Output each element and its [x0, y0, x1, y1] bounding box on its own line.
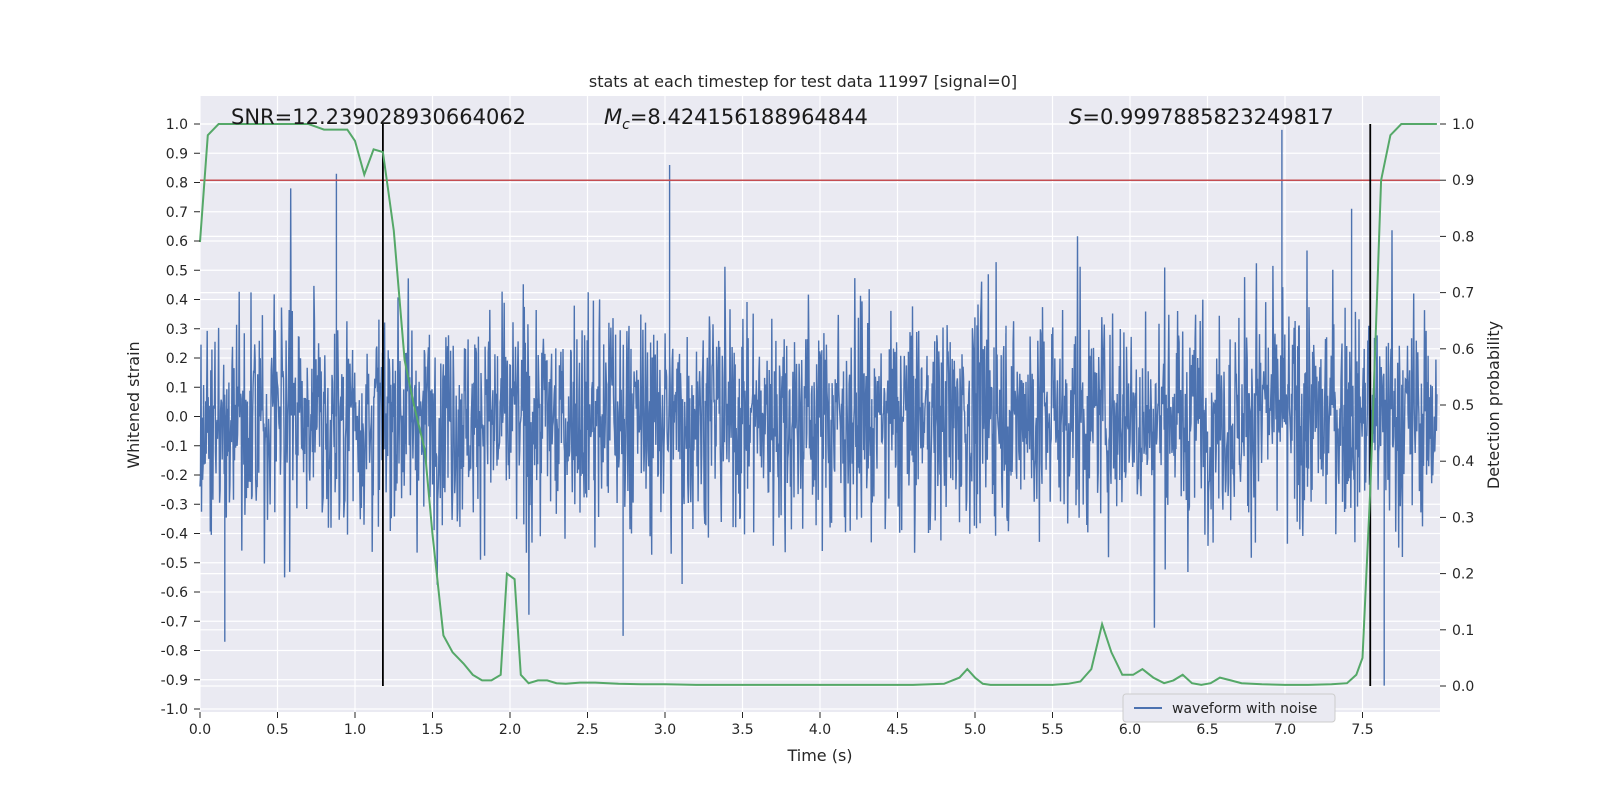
snr-annotation: SNR=12.239028930664062 [231, 105, 526, 129]
x-tick-label: 5.5 [1041, 722, 1063, 738]
y-tick-label: 0.1 [166, 380, 188, 396]
y-tick-label: -0.9 [161, 673, 188, 689]
x-tick-label: 3.0 [654, 722, 676, 738]
y2-tick-label: 0.8 [1452, 229, 1474, 245]
chirp-mass-annotation: Mc=8.424156188964844 [604, 105, 868, 133]
x-tick-label: 3.5 [731, 722, 753, 738]
y2-tick-label: 0.4 [1452, 454, 1474, 470]
y-tick-label: 0.5 [166, 263, 188, 279]
waveform-series [199, 129, 1438, 686]
legend-label: waveform with noise [1172, 701, 1317, 717]
y2-tick-label: 0.0 [1452, 679, 1474, 695]
y2-tick-label: 0.1 [1452, 623, 1474, 639]
y2-tick-label: 0.6 [1452, 342, 1474, 358]
x-tick-label: 7.0 [1274, 722, 1296, 738]
y-tick-label: -0.4 [161, 527, 188, 543]
y-tick-label: -0.1 [161, 439, 188, 455]
x-tick-label: 1.5 [421, 722, 443, 738]
y-tick-label: -0.3 [161, 497, 188, 513]
y-axis-label: Whitened strain [124, 341, 143, 468]
x-tick-label: 7.5 [1351, 722, 1373, 738]
chirp-mass-symbol: M [604, 105, 622, 129]
y2-tick-label: 0.3 [1452, 510, 1474, 526]
x-tick-label: 0.5 [266, 722, 288, 738]
legend-box [1122, 693, 1336, 723]
y-tick-label: -1.0 [161, 702, 188, 718]
x-tick-label: 4.0 [809, 722, 831, 738]
y-tick-label: -0.7 [161, 614, 188, 630]
y-tick-label: 0.7 [166, 205, 188, 221]
y2-axis-label: Detection probability [1484, 321, 1503, 489]
y-tick-label: 0.3 [166, 322, 188, 338]
y-tick-label: -0.5 [161, 556, 188, 572]
y-tick-label: 1.0 [166, 117, 188, 133]
y-tick-label: 0.2 [166, 351, 188, 367]
legend: waveform with noise [1122, 693, 1336, 723]
x-tick-label: 6.0 [1119, 722, 1141, 738]
y-axis: 1.0 0.9 0.8 0.7 0.6 0.5 0.4 0.3 0.2 0.1 0.0 -0.1 -0.… [161, 117, 200, 718]
spin-symbol: S [1069, 105, 1082, 129]
x-tick-label: 5.0 [964, 722, 986, 738]
y2-axis: 1.0 0.9 0.8 0.7 0.6 0.5 0.4 0.3 0.2 0.1 0.0 [1440, 117, 1474, 695]
y2-tick-label: 0.7 [1452, 286, 1474, 302]
y-tick-label: 0.0 [166, 410, 188, 426]
y-tick-label: -0.6 [161, 585, 188, 601]
x-tick-label: 1.0 [344, 722, 366, 738]
spin-annotation: S=0.9997885823249817 [1069, 105, 1334, 129]
spin-value: =0.9997885823249817 [1082, 105, 1333, 129]
x-axis-label: Time (s) [786, 746, 852, 765]
waveform-line [199, 129, 1438, 686]
y-tick-label: 0.4 [166, 293, 188, 309]
y-tick-label: -0.2 [161, 468, 188, 484]
overlay [199, 123, 1440, 686]
y2-tick-label: 0.2 [1452, 567, 1474, 583]
x-tick-label: 6.5 [1196, 722, 1218, 738]
x-tick-label: 2.0 [499, 722, 521, 738]
y-tick-label: -0.8 [161, 644, 188, 660]
x-tick-label: 0.0 [189, 722, 211, 738]
y-tick-label: 0.9 [166, 146, 188, 162]
x-tick-label: 4.5 [886, 722, 908, 738]
probability-line [199, 123, 1437, 686]
y-tick-label: 0.6 [166, 234, 188, 250]
x-axis: 0.0 0.5 1.0 1.5 2.0 2.5 3.0 3.5 4.0 4.5 5.0 5.5 6.0 6… [189, 712, 1374, 738]
y2-tick-label: 0.9 [1452, 173, 1474, 189]
chart-title: stats at each timestep for test data 119… [589, 72, 1017, 91]
y2-tick-label: 0.5 [1452, 398, 1474, 414]
y2-tick-label: 1.0 [1452, 117, 1474, 133]
chirp-mass-value: =8.424156188964844 [630, 105, 868, 129]
chirp-mass-subscript: c [622, 117, 630, 133]
x-tick-label: 2.5 [576, 722, 598, 738]
y-tick-label: 0.8 [166, 176, 188, 192]
